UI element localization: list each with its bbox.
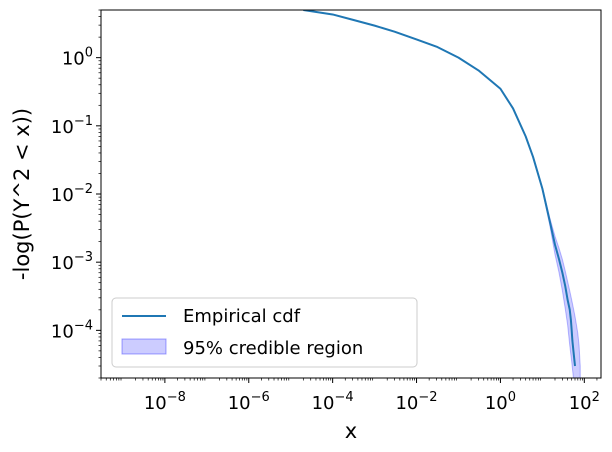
x-tick-label: 10−4 (312, 390, 354, 414)
legend-box (111, 297, 418, 368)
y-tick-label: 10−3 (51, 250, 93, 274)
y-tick-label: 10−1 (51, 114, 93, 138)
x-axis-label: x (345, 419, 357, 443)
x-tick-label: 10−6 (228, 390, 270, 414)
credible-region-band (532, 155, 581, 378)
plot-area (303, 10, 581, 378)
y-tick-label: 100 (62, 46, 93, 70)
x-tick-label: 10−2 (395, 390, 437, 414)
y-tick-label: 10−2 (51, 182, 93, 206)
legend: Empirical cdf 95% credible region (111, 297, 418, 368)
empirical-cdf-line (303, 10, 576, 367)
legend-line-label: Empirical cdf (183, 306, 301, 327)
x-tick-label: 100 (485, 390, 516, 414)
x-tick-label: 10−8 (144, 390, 186, 414)
y-tick-label: 10−4 (51, 318, 93, 342)
x-tick-label: 102 (569, 390, 600, 414)
legend-band-label: 95% credible region (183, 338, 363, 359)
axes-ticks: 10−8 10−6 10−4 10−2 100 102 10−4 10−3 10−2 10−1 10… (51, 9, 600, 414)
legend-band-swatch (121, 338, 167, 355)
y-axis-label: -log(P(Y^2 < x)) (10, 108, 34, 280)
